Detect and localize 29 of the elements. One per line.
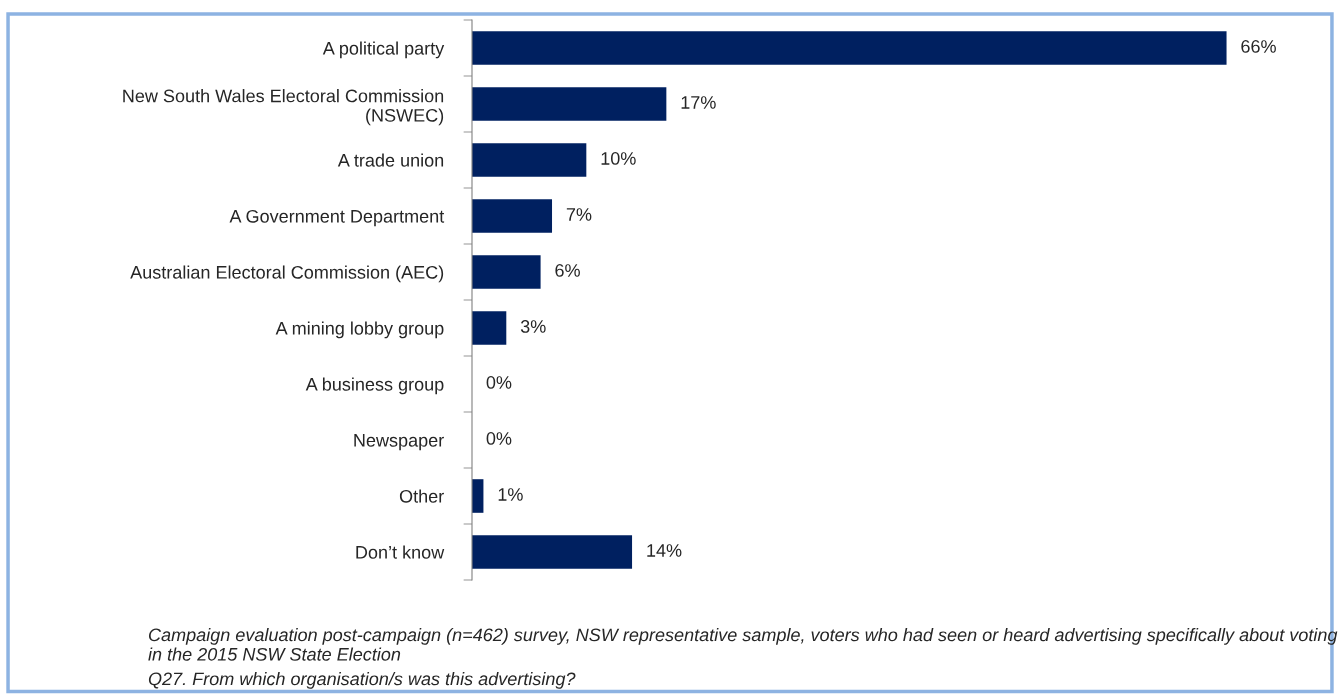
bar: [472, 31, 1227, 65]
bar: [472, 143, 587, 177]
data-label: 1%: [498, 488, 523, 501]
y-tick-label: Newspaper: [354, 434, 444, 451]
text: Q27. From which organisation/s was this advertising?: [148, 672, 576, 689]
bar: [472, 311, 507, 345]
y-tick-label: Australian Electoral Commission (AEC): [130, 265, 444, 283]
y-tick-label: A political party: [322, 41, 445, 59]
data-label: 0%: [486, 432, 512, 445]
y-tick-label: A business group: [305, 377, 444, 395]
y-tick-label: Don’t know: [356, 545, 445, 559]
y-tick-label: Other: [399, 489, 444, 503]
data-label: 10%: [601, 152, 636, 165]
bar: [472, 199, 553, 233]
y-tick-label: New South Wales Electoral Commission (NSWEC): [123, 89, 444, 126]
data-label: 17%: [681, 96, 716, 109]
data-label: 0%: [486, 376, 512, 389]
y-tick-label: A trade union: [337, 153, 444, 167]
data-label: 3%: [520, 320, 546, 333]
text: Campaign evaluation post-campaign (n=462) survey, NSW representative sample, voters who had seen or heard advertising specifically about voting in the 2015 NSW State Election: [148, 628, 1338, 661]
data-label: 7%: [566, 208, 592, 221]
bar: [472, 255, 541, 289]
y-tick-label: A mining lobby group: [275, 321, 444, 339]
data-label: 6%: [555, 264, 580, 277]
data-label: 14%: [647, 544, 682, 557]
bar: [472, 87, 667, 121]
y-tick-label: A Government Department: [229, 209, 445, 227]
data-label: 66%: [1241, 40, 1276, 53]
bar: [472, 535, 633, 569]
